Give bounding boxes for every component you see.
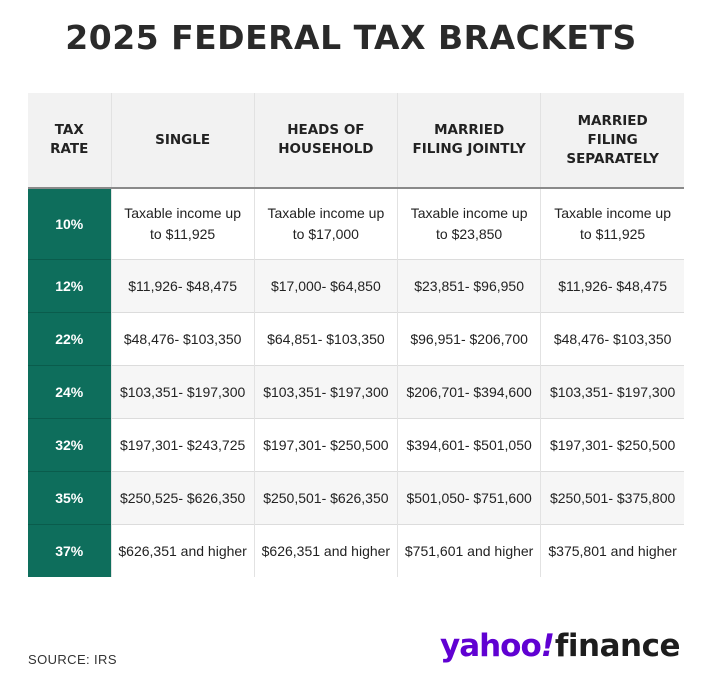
cell-line: Taxable income up (267, 205, 385, 221)
header-single: SINGLE (110, 93, 255, 189)
rate-cell: 32% (28, 418, 111, 472)
single-cell: Taxable income up to $11,925 (110, 187, 255, 260)
cell-line: Taxable income up (124, 205, 241, 221)
separate-cell: Taxable income up to $11,925 (540, 187, 684, 260)
cell-line: Taxable income up (410, 205, 528, 221)
separate-cell: $250,501- $375,800 (540, 471, 684, 525)
single-cell: $197,301- $243,725 (110, 418, 255, 472)
header-row: TAX RATE SINGLE HEADS OF HOUSEHOLD MARRI… (28, 93, 684, 189)
table-row: 37% $626,351 and higher $626,351 and hig… (28, 524, 684, 577)
header-line: HOUSEHOLD (278, 141, 374, 157)
header-line: MARRIED (434, 122, 505, 138)
hoh-cell: $250,501- $626,350 (253, 471, 398, 525)
rate-cell: 22% (28, 312, 111, 366)
joint-cell: $206,701- $394,600 (396, 365, 541, 419)
cell-line: to $17,000 (292, 226, 359, 242)
separate-cell: $375,801 and higher (540, 524, 684, 577)
header-line: RATE (50, 141, 89, 157)
hoh-cell: $64,851- $103,350 (253, 312, 398, 366)
single-cell: $48,476- $103,350 (110, 312, 255, 366)
separate-cell: $103,351- $197,300 (540, 365, 684, 419)
separate-cell: $197,301- $250,500 (540, 418, 684, 472)
header-line: SEPARATELY (566, 150, 659, 167)
joint-cell: $501,050- $751,600 (396, 471, 541, 525)
hoh-cell: Taxable income up to $17,000 (253, 187, 398, 260)
separate-cell: $48,476- $103,350 (540, 312, 684, 366)
table-row: 12% $11,926- $48,475 $17,000- $64,850 $2… (28, 259, 684, 313)
joint-cell: Taxable income up to $23,850 (396, 187, 541, 260)
rate-cell: 10% (28, 187, 111, 260)
separate-cell: $11,926- $48,475 (540, 259, 684, 313)
header-married-filing-separately: MARRIED FILING SEPARATELY (540, 93, 684, 189)
logo-exclamation: ! (540, 628, 555, 664)
header-line: FILING (587, 131, 638, 148)
hoh-cell: $626,351 and higher (253, 524, 398, 577)
tax-brackets-table: TAX RATE SINGLE HEADS OF HOUSEHOLD MARRI… (28, 93, 684, 577)
hoh-cell: $17,000- $64,850 (253, 259, 398, 313)
joint-cell: $751,601 and higher (396, 524, 541, 577)
cell-line: to $23,850 (436, 226, 503, 242)
single-cell: $11,926- $48,475 (110, 259, 255, 313)
table-row: 22% $48,476- $103,350 $64,851- $103,350 … (28, 312, 684, 366)
table-row: 35% $250,525- $626,350 $250,501- $626,35… (28, 471, 684, 525)
single-cell: $250,525- $626,350 (110, 471, 255, 525)
rate-cell: 24% (28, 365, 111, 419)
header-heads-of-household: HEADS OF HOUSEHOLD (253, 93, 398, 189)
single-cell: $626,351 and higher (110, 524, 255, 577)
page-title: 2025 FEDERAL TAX BRACKETS (65, 18, 637, 57)
table-row: 32% $197,301- $243,725 $197,301- $250,50… (28, 418, 684, 472)
header-line: TAX (54, 122, 84, 138)
joint-cell: $96,951- $206,700 (396, 312, 541, 366)
header-line: MARRIED (577, 112, 648, 129)
header-tax-rate: TAX RATE (28, 93, 111, 189)
cell-line: Taxable income up (554, 205, 671, 221)
single-cell: $103,351- $197,300 (110, 365, 255, 419)
logo-finance: finance (554, 628, 681, 664)
header-line: FILING JOINTLY (412, 141, 526, 157)
cell-line: to $11,925 (150, 226, 216, 242)
hoh-cell: $103,351- $197,300 (253, 365, 398, 419)
rate-cell: 35% (28, 471, 111, 525)
header-line: HEADS OF (287, 122, 365, 138)
rate-cell: 12% (28, 259, 111, 313)
header-line: SINGLE (155, 131, 211, 148)
cell-line: to $11,925 (580, 226, 646, 242)
logo-yahoo: yahoo (439, 628, 542, 664)
table-row: 10% Taxable income up to $11,925 Taxable… (28, 187, 684, 260)
yahoo-finance-logo: yahoo!finance (439, 626, 681, 666)
joint-cell: $23,851- $96,950 (396, 259, 541, 313)
hoh-cell: $197,301- $250,500 (253, 418, 398, 472)
rate-cell: 37% (28, 524, 111, 577)
table-row: 24% $103,351- $197,300 $103,351- $197,30… (28, 365, 684, 419)
source-note: SOURCE: IRS (28, 652, 117, 667)
joint-cell: $394,601- $501,050 (396, 418, 541, 472)
header-married-filing-jointly: MARRIED FILING JOINTLY (396, 93, 541, 189)
